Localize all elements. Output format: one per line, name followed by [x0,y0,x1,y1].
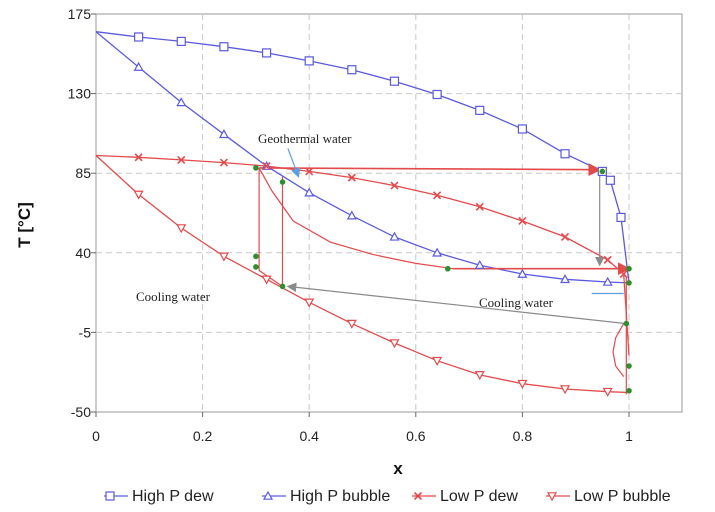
series-0-point [432,89,442,100]
series-1-point [346,210,357,220]
state-point [279,283,286,290]
series-0-point [347,65,357,75]
series-0-point [475,105,485,116]
legend-marker [262,490,274,500]
x-tick-label: 0.4 [299,428,319,444]
x-tick-label: 0.6 [406,428,426,444]
series-2-point [262,162,271,171]
series-1-point [133,61,144,71]
series-0-point [261,48,272,58]
series-1-point [304,187,315,197]
series-0-point [616,212,626,223]
legend-marker [413,491,423,501]
series-0-point [560,149,570,159]
x-tick-label: 1 [625,428,633,444]
series-3-point [304,298,315,308]
state-point [623,320,630,327]
y-axis-title: T [°C] [15,202,34,248]
cycle-segment-6 [612,323,625,377]
cycle-segment-0 [259,163,602,177]
x-axis-title: x [393,459,403,478]
annotation-geothermal-water: Geothermal water [258,131,352,146]
series-2-point [475,202,484,211]
y-tick-label: 85 [75,165,91,181]
series-2-point [560,232,570,241]
x-tick-label: 0.2 [193,428,213,444]
legend-marker [105,491,115,501]
state-point [626,280,632,286]
x-tick-label: 0 [92,428,100,444]
tick-labels: 0 0.2 0.4 0.6 0.8 1 -50 -5 40 85 130 175 [68,6,633,444]
annotation-cooling-water-right: Cooling water [479,295,554,310]
series-0-point [134,32,144,42]
state-point [444,265,451,272]
legend-label: Low P dew [440,488,518,505]
series-2-point [347,173,356,182]
y-tick-label: -5 [79,324,92,340]
series-0-point [389,76,400,86]
series-2-point [433,191,442,200]
legend: High P dew High P bubble Low P dew Low P bu… [104,488,671,505]
cycle-segment-5 [258,167,454,270]
series-0-point [304,56,314,66]
series-1-point [474,259,485,269]
markers [133,32,632,397]
plot-area [95,13,683,413]
series-3-point [346,319,357,329]
legend-label: Low P bubble [574,488,671,505]
series-1-point [560,274,571,284]
series-1-point [389,231,400,241]
series-0-point [219,42,229,52]
state-point [626,387,632,394]
series-2-point [603,255,612,264]
y-tick-label: 40 [75,245,91,261]
series-2-point [619,269,628,279]
series-line-3 [95,155,630,394]
series-3-point [517,379,528,389]
legend-marker [546,492,558,502]
cycle-segment-10 [287,148,301,178]
state-point [253,253,259,260]
series-1-point [432,247,443,257]
legend-label: High P bubble [290,488,390,505]
series-3-point [389,339,400,349]
state-point [626,265,632,272]
state-point [253,264,259,270]
legend-label: High P dew [132,488,214,505]
state-point [253,165,259,171]
cycle-segment-9 [286,282,627,325]
series-3-point [176,224,187,234]
series-3-point [602,387,613,397]
x-tick-label: 0.8 [513,428,533,444]
state-point [279,179,286,185]
annotation-cooling-water-left: Cooling water [136,289,211,304]
series-line-1 [95,31,630,284]
series-2-point [134,153,143,162]
state-point [599,168,606,175]
series-0-point [176,36,186,47]
series-2-point [177,155,186,164]
y-tick-label: -50 [71,404,91,420]
series-3-point [474,371,485,381]
series-1-point [218,129,229,139]
series-2-point [518,216,527,226]
y-tick-label: 130 [68,86,92,102]
series-1-point [602,276,613,286]
cycle-segment-4 [258,270,283,287]
series-3-point [560,385,571,395]
series-3-point [133,190,144,200]
state-point [626,363,632,369]
series-3-point [218,252,229,262]
series-1-point [176,97,187,107]
series-2-point [305,167,314,176]
series-1-point [517,268,528,278]
series-2-point [390,181,399,190]
series-0-point [605,175,615,185]
series-0-point [517,124,528,134]
series-3-point [261,275,272,285]
y-tick-label: 175 [68,6,92,22]
series-3-point [432,356,443,366]
series-2-point [219,158,228,167]
